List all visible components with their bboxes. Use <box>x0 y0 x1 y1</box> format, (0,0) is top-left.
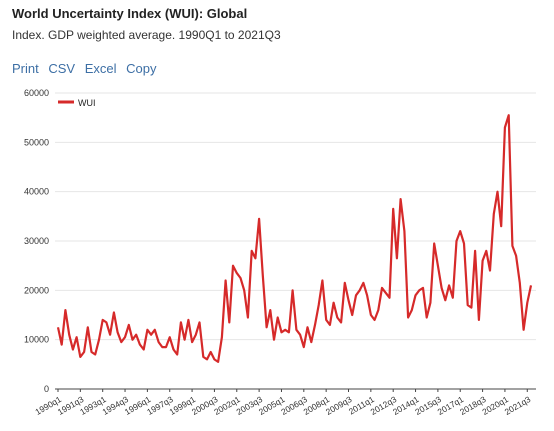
y-tick-label: 20000 <box>24 285 49 295</box>
csv-link[interactable]: CSV <box>48 61 76 76</box>
page-subtitle: Index. GDP weighted average. 1990Q1 to 2… <box>12 28 281 42</box>
y-tick-label: 0 <box>44 384 49 394</box>
print-link[interactable]: Print <box>12 61 39 76</box>
y-axis-ticks: 0 10000 20000 30000 40000 50000 60000 <box>24 88 49 394</box>
copy-link[interactable]: Copy <box>126 61 157 76</box>
y-tick-label: 60000 <box>24 88 49 98</box>
legend: WUI <box>58 98 96 108</box>
page-title: World Uncertainty Index (WUI): Global <box>12 6 248 21</box>
y-tick-label: 40000 <box>24 187 49 197</box>
excel-link[interactable]: Excel <box>84 61 117 76</box>
x-tick-label: 2021q3 <box>503 394 533 417</box>
series-line-wui <box>56 114 533 363</box>
y-tick-label: 10000 <box>24 335 49 345</box>
y-tick-label: 30000 <box>24 236 49 246</box>
wui-line-chart: 0 10000 20000 30000 40000 50000 60000 1990q119… <box>24 88 536 417</box>
gridlines <box>55 92 536 390</box>
export-links: Print CSV Excel Copy <box>12 61 163 76</box>
y-tick-label: 50000 <box>24 137 49 147</box>
x-axis-ticks: 1990q11991q31993q11994q31996q11997q31999… <box>33 389 533 417</box>
legend-label-wui: WUI <box>78 98 96 108</box>
series-group <box>56 114 533 363</box>
